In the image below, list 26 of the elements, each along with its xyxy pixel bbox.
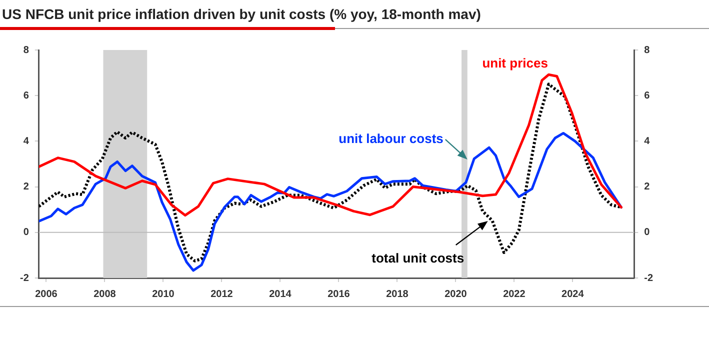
annotation: unit labour costs [338,131,444,146]
y2-tick-label: 6 [644,90,650,102]
x-tick-label: 2018 [386,288,409,300]
y-tick-label: 6 [23,90,30,102]
chart-title: US NFCB unit price inflation driven by unit costs (% yoy, 18-month mav) [2,6,481,22]
y-tick-label: -2 [20,272,30,284]
y-tick-label: 8 [23,44,30,56]
y-tick-label: 2 [23,182,30,193]
y2-tick-label: -2 [644,272,654,284]
x-tick-label: 2008 [94,288,116,300]
annotation: total unit costs [372,250,464,266]
x-tick-label: 2012 [210,288,234,300]
x-tick-label: 2020 [444,288,468,300]
y-tick-label: 4 [23,136,30,147]
y2-tick-label: 2 [644,182,650,193]
y2-tick-label: 8 [644,44,650,56]
x-tick-label: 2024 [562,288,584,300]
y-tick-label: 0 [23,227,30,238]
x-tick-label: 2006 [35,288,58,300]
y2-tick-label: 0 [644,227,650,238]
y2-tick-label: 4 [644,136,650,147]
x-tick-label: 2014 [269,288,292,300]
x-tick-label: 2016 [328,288,350,300]
x-tick-label: 2022 [503,288,526,300]
x-tick-label: 2010 [152,288,175,300]
annotation: unit prices [482,56,548,71]
